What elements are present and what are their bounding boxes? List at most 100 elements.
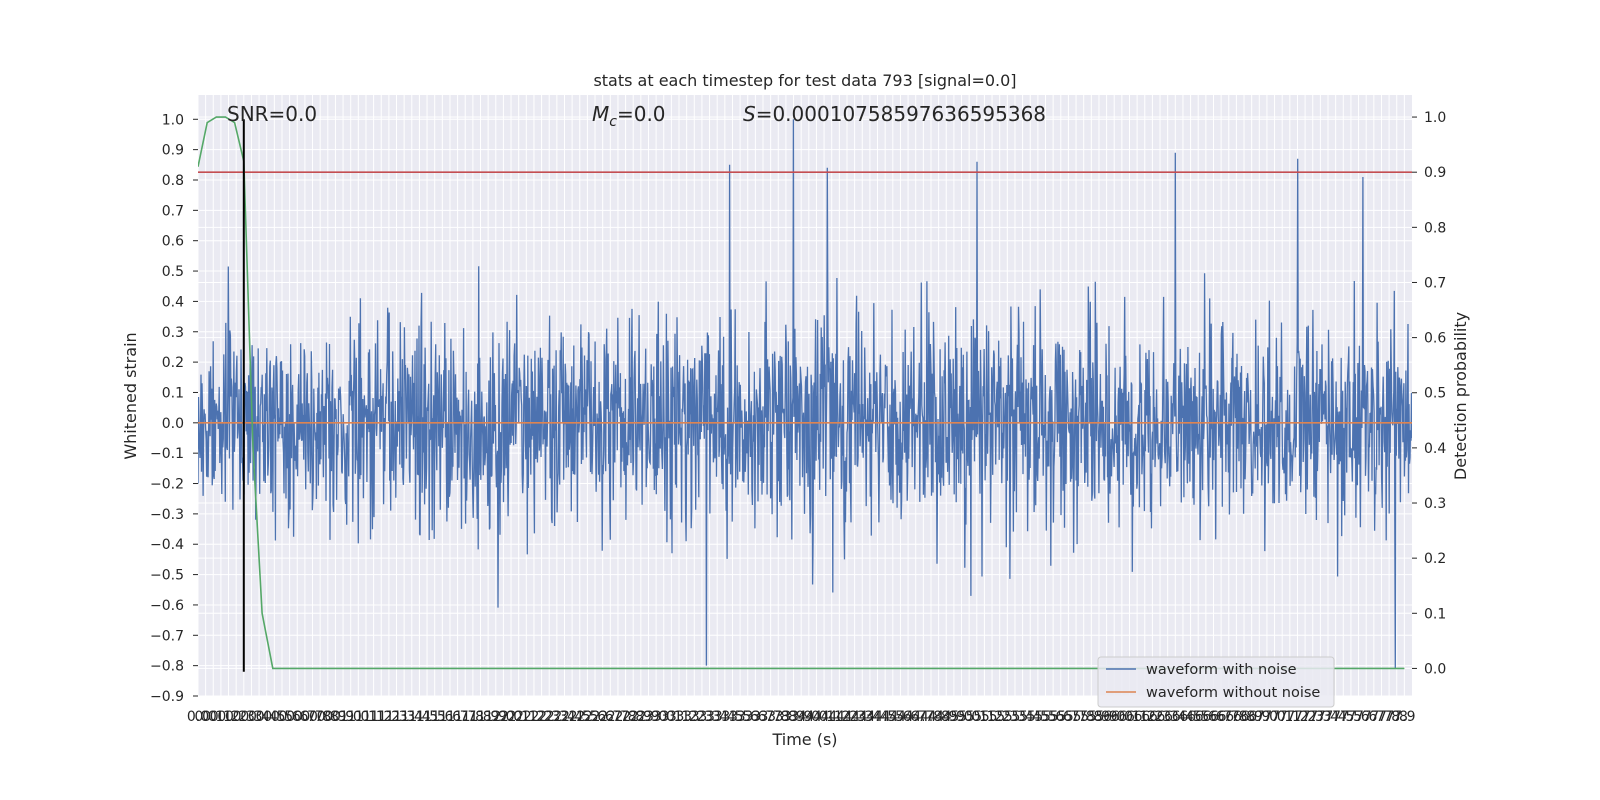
x-tick-label: 6.0 [1103,709,1125,725]
x-tick-label: 1.3 [393,709,415,725]
x-tick-label: 3.9 [790,709,812,725]
y-tick-label: 0.2 [162,355,184,371]
x-tick-label: 2.1 [515,709,537,725]
x-tick-label: 2.5 [569,709,591,725]
x-tick-label: 2.5 [576,709,598,725]
y-axis-label-right: Detection probability [1451,312,1470,480]
x-tick-label: 6.8 [1233,709,1255,725]
x-tick-label: 6.4 [1172,709,1194,725]
x-tick-label: 0.1 [210,709,232,725]
x-tick-label: 4.6 [889,709,911,725]
x-tick-label: 4.7 [912,709,934,725]
x-tick-label: 5.5 [1034,709,1056,725]
y-tick-label: −0.6 [150,598,184,614]
x-tick-label: 4.9 [935,709,957,725]
x-tick-label: 5.6 [1042,709,1064,725]
x-tick-label: 7.3 [1302,709,1324,725]
x-tick-label: 6.7 [1210,709,1232,725]
y-tick-label: −0.7 [150,628,184,644]
x-tick-label: 2.7 [607,709,629,725]
x-tick-label: 2.6 [584,709,606,725]
snr-annotation: SNR=0.0 [227,102,317,126]
x-tick-label: 4.8 [927,709,949,725]
x-tick-label: 2.6 [592,709,614,725]
x-tick-label: 2.8 [622,709,644,725]
x-tick-label: 1.5 [424,709,446,725]
x-tick-label: 0.4 [256,709,278,725]
y-tick-label: 1.0 [162,112,184,128]
x-tick-label: 7.8 [1386,709,1408,725]
y-tick-label: −0.5 [150,568,184,584]
x-tick-label: 6.3 [1157,709,1179,725]
x-tick-label: 1.8 [462,709,484,725]
x-tick-label: 5.7 [1065,709,1087,725]
x-axis-label: Time (s) [771,730,837,749]
y-right-tick-label: 0.3 [1424,496,1446,512]
y-right-tick-label: 0.7 [1424,275,1446,291]
y-right-tick-label: 0.4 [1424,441,1446,457]
x-tick-label: 3.5 [729,709,751,725]
x-tick-label: 4.6 [897,709,919,725]
y-right-tick-label: 0.0 [1424,661,1446,677]
x-tick-label: 6.6 [1202,709,1224,725]
y-tick-label: −0.8 [150,659,184,675]
x-tick-label: 6.9 [1248,709,1270,725]
x-tick-label: 5.8 [1073,709,1095,725]
x-tick-label: 7.5 [1332,709,1354,725]
x-tick-label: 5.3 [1004,709,1026,725]
y-tick-label: 0.4 [162,294,184,310]
x-tick-label: 0.1 [202,709,224,725]
x-tick-label: 0.0 [187,709,209,725]
y-tick-label: −0.2 [150,477,184,493]
x-tick-label: 2.9 [637,709,659,725]
x-tick-label: 5.5 [1027,709,1049,725]
x-tick-label: 1.6 [439,709,461,725]
x-tick-label: 0.6 [286,709,308,725]
x-tick-label: 5.4 [1011,709,1033,725]
x-tick-label: 3.0 [653,709,675,725]
x-tick-label: 1.4 [401,709,423,725]
x-tick-label: 1.1 [355,709,377,725]
x-tick-label: 3.2 [676,709,698,725]
y-right-tick-label: 0.9 [1424,165,1446,181]
y-right-tick-label: 0.2 [1424,551,1446,567]
x-tick-label: 1.8 [469,709,491,725]
x-tick-label: 4.0 [805,709,827,725]
x-tick-label: 3.8 [775,709,797,725]
x-tick-label: 0.8 [309,709,331,725]
x-tick-label: 7.9 [1393,709,1415,725]
x-tick-label: 6.5 [1187,709,1209,725]
y-tick-label: 0.6 [162,234,184,250]
x-tick-label: 1.2 [370,709,392,725]
x-tick-label: 7.7 [1370,709,1392,725]
x-tick-label: 0.9 [324,709,346,725]
x-tick-label: 4.3 [851,709,873,725]
y-tick-label: 0.1 [162,385,184,401]
y-right-tick-label: 1.0 [1424,110,1446,126]
x-tick-label: 1.0 [347,709,369,725]
y-tick-label: 0.7 [162,203,184,219]
x-tick-label: 2.9 [630,709,652,725]
x-tick-label: 3.4 [706,709,728,725]
x-tick-label: 4.8 [920,709,942,725]
x-tick-label: 2.3 [538,709,560,725]
x-tick-label: 1.7 [454,709,476,725]
x-tick-label: 5.1 [973,709,995,725]
x-tick-label: 6.0 [1111,709,1133,725]
x-tick-label: 1.9 [485,709,507,725]
x-tick-label: 5.1 [966,709,988,725]
x-tick-label: 7.8 [1378,709,1400,725]
x-tick-label: 2.3 [546,709,568,725]
x-tick-label: 0.5 [271,709,293,725]
x-tick-label: 4.5 [882,709,904,725]
x-tick-label: 7.1 [1271,709,1293,725]
x-tick-label: 6.9 [1241,709,1263,725]
y-right-tick-label: 0.5 [1424,386,1446,402]
x-tick-label: 0.0 [195,709,217,725]
x-tick-label: 0.2 [217,709,239,725]
x-tick-label: 6.3 [1149,709,1171,725]
x-tick-label: 3.6 [744,709,766,725]
x-tick-label: 2.2 [523,709,545,725]
x-tick-label: 7.0 [1263,709,1285,725]
x-tick-label: 6.1 [1126,709,1148,725]
